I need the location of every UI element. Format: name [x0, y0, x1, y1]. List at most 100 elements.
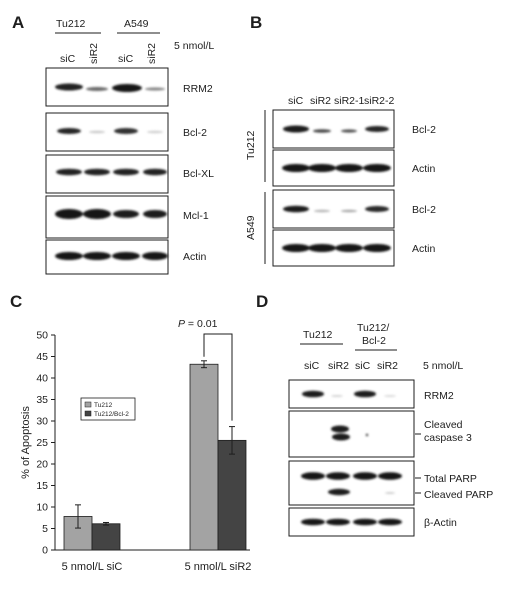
panel-b-cellline-a549: A549	[245, 215, 257, 240]
panel-b-band	[335, 244, 363, 252]
panel-b-band	[341, 129, 357, 133]
panel-a-cellline-2: A549	[124, 18, 149, 30]
y-tick-label: 0	[42, 545, 48, 557]
panel-b-band	[363, 164, 391, 172]
panel-a-band	[113, 210, 139, 218]
panel-d-cellline-2b: Bcl-2	[362, 335, 386, 347]
legend-label: Tu212	[94, 402, 113, 409]
panel-b-lane-1: siC	[288, 95, 304, 107]
panel-d-band	[331, 425, 349, 433]
panel-b-label: B	[250, 13, 262, 32]
panel-d-blot-label-total-parp: Total PARP	[424, 473, 477, 485]
y-tick-label: 35	[36, 394, 48, 406]
y-tick-label: 30	[36, 416, 48, 428]
panel-d-band	[353, 518, 377, 526]
significance-bracket	[203, 333, 233, 421]
legend-box	[80, 397, 136, 421]
panel-d-band	[378, 472, 402, 480]
panel-a-band	[147, 130, 163, 134]
pvalue-label: P = 0.01	[178, 318, 218, 330]
panel-a-lane-2: siR2	[88, 43, 100, 64]
legend-swatch	[84, 410, 92, 417]
panel-b-blot-label-actin-a549: Actin	[412, 243, 436, 255]
panel-a-band	[55, 83, 83, 91]
panel-a-concentration: 5 nmol/L	[174, 40, 214, 52]
panel-a-band	[57, 128, 81, 134]
panel-a-band	[145, 87, 165, 91]
panel-b-band	[283, 125, 309, 133]
panel-a-blot-label-actin: Actin	[183, 251, 207, 263]
y-tick-label: 50	[36, 330, 48, 342]
panel-a-band	[114, 128, 138, 134]
panel-d-cellline-1: Tu212	[303, 329, 333, 341]
panel-a-band	[55, 209, 83, 219]
panel-a-label: A	[12, 13, 24, 32]
panel-b-band	[282, 164, 310, 172]
panel-b-band	[313, 129, 331, 133]
panel-d-band	[302, 390, 324, 398]
panel-d-band	[328, 488, 350, 496]
panel-d-band	[301, 518, 325, 526]
panel-b-lane-4: siR2-2	[364, 95, 395, 107]
y-axis-label: % of Apoptosis	[20, 406, 32, 479]
panel-d-blot-label-cleaved: Cleaved	[424, 419, 463, 431]
panel-a-band	[83, 252, 111, 260]
pvalue-p: P	[178, 318, 185, 330]
panel-d-concentration: 5 nmol/L	[423, 360, 463, 372]
panel-a-lane-4: siR2	[146, 43, 158, 64]
panel-d-band	[326, 518, 350, 526]
panel-a-band	[83, 209, 111, 219]
panel-b-band	[363, 244, 391, 252]
panel-b-band	[314, 209, 330, 213]
panel-b-blot-label-bcl2-tu212: Bcl-2	[412, 124, 436, 136]
panel-d-blot-label-cleaved-parp: Cleaved PARP	[424, 489, 493, 501]
panel-d-lane-2: siR2	[328, 360, 349, 372]
panel-a-blot-label-mcl1: Mcl-1	[183, 210, 209, 222]
panel-b-band	[335, 164, 363, 172]
y-tick-label: 45	[36, 351, 48, 363]
panel-a-lane-1: siC	[60, 53, 76, 65]
panel-a-band	[112, 84, 142, 92]
x-tick-label: 5 nmol/L siR2	[185, 561, 252, 573]
panel-b-lane-3: siR2-1	[334, 95, 365, 107]
panel-d-band	[385, 492, 395, 494]
panel-d-blot-label-caspase3: caspase 3	[424, 432, 472, 444]
legend-swatch	[84, 401, 92, 408]
pvalue-value: = 0.01	[185, 318, 218, 330]
bar	[91, 523, 121, 551]
panel-a-blot-label-bclxl: Bcl-XL	[183, 168, 214, 180]
bar	[189, 363, 219, 551]
panel-b-blot-label-bcl2-a549: Bcl-2	[412, 204, 436, 216]
y-tick-label: 10	[36, 502, 48, 514]
panel-a-lane-3: siC	[118, 53, 134, 65]
panel-a-blot-label-rrm2: RRM2	[183, 83, 213, 95]
panel-a-cellline-1: Tu212	[56, 18, 86, 30]
legend-label: Tu212/Bcl-2	[94, 411, 129, 418]
bar	[217, 439, 247, 551]
panel-b-lane-2: siR2	[310, 95, 331, 107]
panel-d-lane-4: siR2	[377, 360, 398, 372]
panel-b-band	[283, 205, 309, 213]
panel-b-band	[365, 206, 389, 212]
panel-d-band	[384, 395, 396, 397]
panel-a-blot-label-bcl2: Bcl-2	[183, 127, 207, 139]
panel-d-blot-label-rrm2: RRM2	[424, 390, 454, 402]
panel-d-blot-caspase3	[288, 410, 415, 458]
panel-b-band	[341, 209, 357, 213]
y-tick-label: 20	[36, 459, 48, 471]
panel-b-band	[308, 244, 336, 252]
panel-a-band	[86, 87, 108, 91]
panel-d-band	[353, 472, 377, 480]
panel-d-band	[365, 433, 369, 437]
panel-d-band	[301, 472, 325, 480]
panel-a-band	[142, 252, 168, 260]
y-tick-label: 15	[36, 480, 48, 492]
panel-a-band	[143, 168, 167, 176]
panel-a-band	[143, 210, 167, 218]
panel-d-band	[326, 472, 350, 480]
panel-d-blot-label-actin: β-Actin	[424, 517, 457, 529]
apoptosis-bar-chart: 0 5 10 15 20 25 30 35 40 45 50 % of Apoptosis 5 nmol…	[20, 330, 251, 574]
panel-d-band	[331, 395, 343, 397]
panel-b-band	[308, 164, 336, 172]
